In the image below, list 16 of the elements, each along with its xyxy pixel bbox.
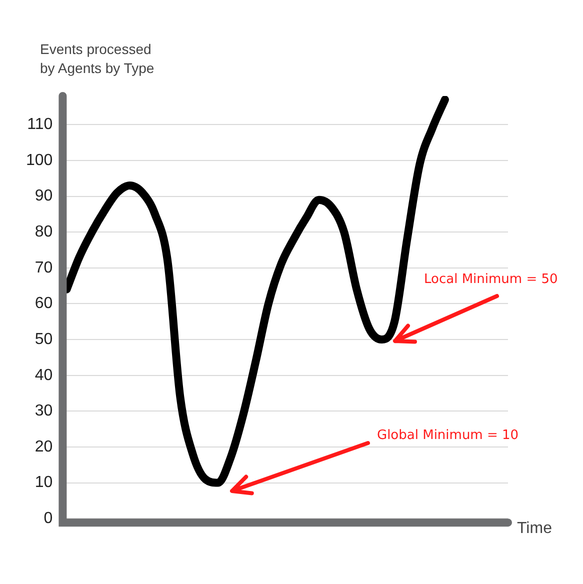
y-tick-label: 110 (27, 116, 53, 134)
y-tick-label: 90 (34, 188, 53, 205)
y-tick-label: 70 (34, 259, 53, 276)
y-tick-label: 50 (34, 330, 53, 348)
y-tick-label: 20 (34, 438, 53, 456)
y-tick-label: 40 (34, 366, 53, 384)
y-tick-label: 100 (26, 152, 53, 169)
annotation: Global Minimum = 10 (377, 428, 519, 443)
y-tick-label: 60 (34, 295, 53, 312)
x-axis-title: Time (517, 520, 552, 538)
y-tick-label: 80 (34, 224, 53, 240)
y-tick-label: 30 (34, 402, 53, 420)
y-axis-title: Events processed by Agents by Type (40, 40, 154, 78)
y-tick-label: 0 (44, 510, 53, 528)
annotation: Local Minimum = 50 (424, 272, 558, 287)
y-tick-label: 10 (34, 474, 53, 492)
